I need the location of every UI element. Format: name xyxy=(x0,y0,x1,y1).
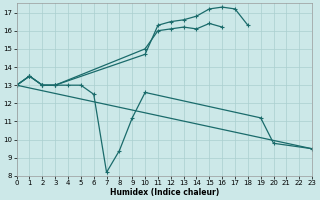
X-axis label: Humidex (Indice chaleur): Humidex (Indice chaleur) xyxy=(110,188,219,197)
